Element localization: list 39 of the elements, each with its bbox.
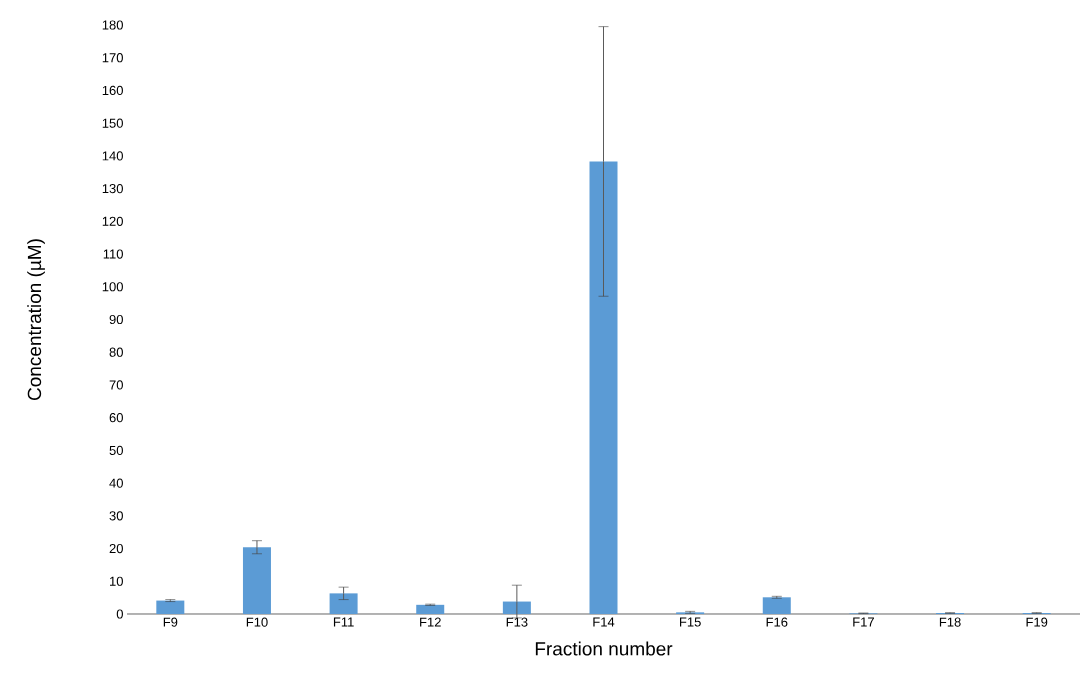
y-tick-label: 120 xyxy=(102,216,123,226)
x-tick-label: F13 xyxy=(506,617,528,627)
x-tick-label: F17 xyxy=(853,617,874,627)
y-tick-label: 80 xyxy=(109,347,123,357)
bar xyxy=(329,593,358,614)
x-tick-label: F9 xyxy=(163,617,178,627)
x-tick-label: F18 xyxy=(939,617,961,627)
x-tick-label: F11 xyxy=(333,617,354,627)
x-tick-label: F16 xyxy=(766,617,788,627)
y-tick-label: 60 xyxy=(109,413,123,423)
x-axis-title: Fraction number xyxy=(535,641,673,656)
x-tick-label: F14 xyxy=(593,617,615,627)
x-tick-label: F15 xyxy=(680,617,701,627)
y-tick-label: 100 xyxy=(102,282,123,292)
y-tick-label: 150 xyxy=(102,118,123,128)
y-tick-label: 0 xyxy=(116,609,123,619)
bar xyxy=(762,597,791,614)
bar xyxy=(242,547,271,614)
x-tick-label: F12 xyxy=(420,617,441,627)
bar xyxy=(156,600,185,614)
y-tick-label: 180 xyxy=(102,20,123,30)
bar xyxy=(416,604,445,614)
x-tick-label: F19 xyxy=(1026,617,1048,627)
bar xyxy=(502,601,531,614)
y-tick-label: 40 xyxy=(109,478,123,488)
y-tick-label: 160 xyxy=(102,85,123,96)
y-tick-label: 130 xyxy=(102,184,123,194)
y-tick-label: 70 xyxy=(109,380,123,390)
bar xyxy=(589,161,618,614)
y-tick-label: 110 xyxy=(103,249,123,259)
y-tick-label: 140 xyxy=(102,151,123,161)
y-tick-label: 90 xyxy=(109,314,123,325)
y-tick-label: 170 xyxy=(102,53,123,63)
y-tick-label: 10 xyxy=(110,576,123,586)
y-axis-title: Concentration (µM) xyxy=(27,239,45,401)
y-tick-label: 30 xyxy=(109,511,123,521)
y-tick-label: 50 xyxy=(109,445,123,455)
y-tick-label: 20 xyxy=(109,543,123,554)
x-tick-label: F10 xyxy=(246,617,268,627)
